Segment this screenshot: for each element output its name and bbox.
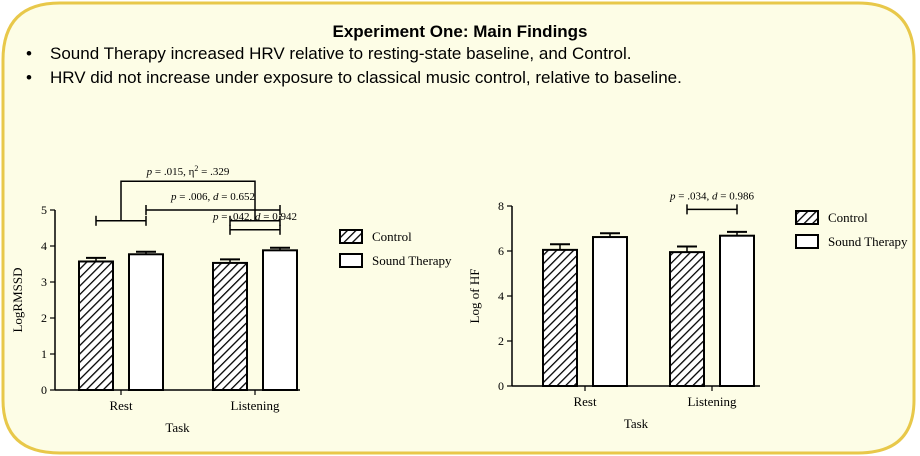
bar-control-listening: [669, 251, 705, 387]
chart-log-hf: 0 2 4 6 8 Log of HF Rest Listening Task p = .034,…: [467, 190, 908, 431]
bullet-symbol: •: [26, 68, 32, 87]
legend-swatch-sound-therapy: [339, 253, 363, 268]
legend-swatch-control: [795, 210, 819, 225]
y-tick-label: 0: [498, 379, 504, 393]
sig-annotation: p = .006, d = 0.652: [170, 191, 255, 203]
bar-control-listening: [212, 261, 248, 392]
y-tick-label: 1: [41, 347, 47, 361]
sig-annotation: p = .042, d = 0.942: [212, 211, 297, 223]
legend-label-control: Control: [828, 210, 868, 225]
bullet-symbol: •: [26, 44, 32, 63]
bullet-list: • Sound Therapy increased HRV relative to…: [26, 42, 682, 90]
sig-annotation: p = .015, η2 = .329: [146, 164, 230, 179]
bar-sound-therapy-rest: [128, 253, 164, 391]
y-tick-label: 5: [41, 203, 47, 217]
slide-title: Experiment One: Main Findings: [332, 22, 588, 41]
y-tick-label: 8: [498, 199, 504, 213]
y-tick-label: 6: [498, 244, 504, 258]
x-axis-label: Task: [165, 420, 190, 435]
legend-label-control: Control: [372, 229, 412, 244]
sig-annotation: p = .034, d = 0.986: [669, 190, 754, 202]
y-tick-label: 4: [498, 289, 504, 303]
y-axis-label: Log of HF: [467, 269, 482, 324]
bar-sound-therapy-listening: [719, 234, 755, 387]
legend-swatch-control: [339, 229, 363, 244]
legend-label-sound-therapy: Sound Therapy: [828, 234, 908, 249]
bullet-item: • HRV did not increase under exposure to …: [26, 66, 682, 90]
x-tick-label-rest: Rest: [109, 398, 133, 413]
bar-sound-therapy-rest: [592, 236, 628, 387]
x-tick-label-listening: Listening: [687, 394, 737, 409]
x-tick-label-listening: Listening: [230, 398, 280, 413]
bullet-item: • Sound Therapy increased HRV relative to…: [26, 42, 682, 66]
y-axis-label: LogRMSSD: [10, 267, 25, 332]
y-tick-label: 4: [41, 239, 47, 253]
bullet-text: HRV did not increase under exposure to c…: [50, 68, 682, 87]
y-tick-label: 3: [41, 275, 47, 289]
bar-control-rest: [542, 248, 578, 387]
sig-bracket-main: [120, 180, 256, 221]
y-tick-label: 2: [41, 311, 47, 325]
y-tick-label: 0: [41, 383, 47, 397]
y-tick-label: 2: [498, 334, 504, 348]
legend-swatch-sound-therapy: [795, 234, 819, 249]
bar-control-rest: [78, 260, 114, 392]
chart-logrmssd: 0 1 2 3 4 5 LogRMSSD Rest Listening Task p = .015,…: [10, 164, 452, 435]
bar-sound-therapy-listening: [262, 249, 298, 391]
bullet-text: Sound Therapy increased HRV relative to …: [50, 44, 632, 63]
x-axis-label: Task: [624, 416, 649, 431]
legend-label-sound-therapy: Sound Therapy: [372, 253, 452, 268]
x-tick-label-rest: Rest: [573, 394, 597, 409]
